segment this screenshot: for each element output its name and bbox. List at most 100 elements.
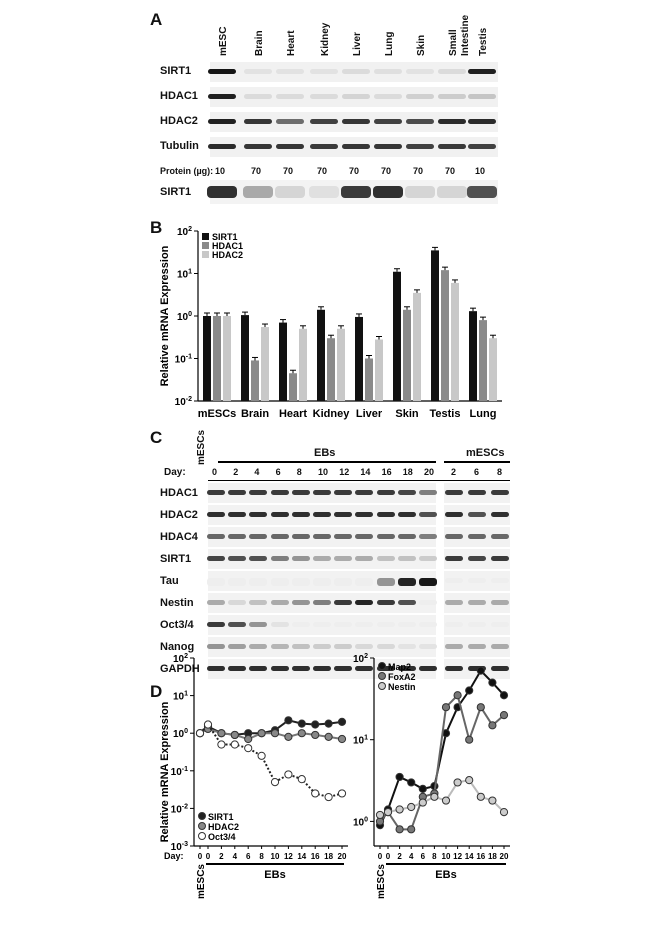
bar-sirt1 (203, 316, 211, 401)
band (468, 622, 486, 627)
day-underline (208, 480, 510, 481)
data-point (257, 751, 266, 760)
day-label: Day: (164, 467, 186, 478)
band (445, 644, 463, 649)
band (376, 644, 395, 649)
lane-label-mesc: mESC (218, 26, 229, 56)
panel-c: mESCs EBs mESCs Day: 0 2 4 6 8 10 12 14 16 18 20 2 6 8 HDA… (0, 425, 672, 679)
y-tick-label: 101 (173, 691, 188, 703)
bar-sirt1 (279, 322, 287, 401)
mescs-line (444, 461, 510, 463)
y-tick-label: 10-3 (171, 841, 188, 853)
category-label: mESCs (198, 408, 237, 420)
blot-strip-left (207, 571, 437, 591)
bar-hdac1 (403, 309, 411, 401)
band (270, 578, 289, 586)
x-tick-label: 2 (219, 852, 224, 861)
band (249, 622, 268, 627)
day-value: 8 (296, 467, 302, 477)
day-value: 6 (275, 467, 281, 477)
lane-label-testis: Testis (478, 27, 489, 56)
band (275, 186, 305, 198)
blot-row-label-tau: Tau (160, 575, 179, 587)
bar-sirt1 (241, 315, 249, 401)
band (291, 644, 310, 649)
band (207, 600, 225, 605)
x-tick-label: 20 (338, 852, 347, 861)
band (310, 144, 338, 149)
legend-marker (198, 832, 206, 840)
data-point (244, 744, 253, 753)
band (438, 119, 466, 124)
lane-label-kidney: Kidney (320, 22, 331, 56)
blot-row-label-sirt1-long: SIRT1 (160, 186, 192, 198)
band (334, 490, 353, 495)
band (228, 490, 247, 495)
data-point (407, 778, 416, 787)
band (491, 490, 509, 495)
day-label: Day: (164, 851, 184, 861)
data-point (284, 716, 293, 725)
bar-hdac1 (251, 360, 259, 401)
ebs-label: EBs (264, 869, 285, 881)
band (313, 490, 331, 495)
data-point (217, 740, 226, 749)
blot-row-label-hdac1: HDAC1 (160, 90, 198, 102)
blot-strip-hdac2 (208, 112, 498, 132)
x-tick-label: 14 (297, 852, 306, 861)
band (445, 556, 463, 561)
band (355, 556, 374, 561)
band (376, 666, 395, 671)
data-point (499, 807, 509, 817)
legend-label-hdac2: HDAC2 (208, 822, 239, 832)
band (445, 622, 463, 627)
legend-marker (378, 682, 386, 690)
band (207, 490, 225, 495)
x-tick-label: 6 (246, 852, 251, 861)
band (313, 578, 331, 586)
band (270, 666, 289, 671)
lane-label-brain: Brain (254, 30, 265, 56)
band (376, 622, 395, 627)
band (397, 512, 416, 517)
band (228, 512, 247, 517)
mescs-rotated-label: mESCs (196, 864, 207, 899)
y-tick-label: 100 (173, 728, 188, 740)
panel-a-letter: A (150, 10, 163, 29)
data-point (203, 720, 213, 729)
bar-sirt1 (317, 309, 325, 401)
mescs-right-label: mESCs (466, 447, 505, 459)
data-point (270, 778, 280, 787)
band (313, 600, 331, 605)
x-tick-label: 12 (453, 852, 462, 861)
blot-row-label-hdac1: HDAC1 (160, 487, 198, 499)
data-point (230, 740, 239, 749)
band (376, 578, 395, 586)
day-value: 2 (451, 467, 457, 477)
ebs-label: EBs (435, 869, 456, 881)
x-tick-label: 16 (476, 852, 485, 861)
x-tick-label: 18 (324, 852, 333, 861)
band (406, 69, 434, 74)
blot-strip-right (444, 615, 510, 635)
band (291, 666, 310, 671)
band (228, 666, 247, 671)
day-value: 16 (381, 467, 392, 477)
bar-sirt1 (355, 316, 363, 401)
band (310, 119, 338, 124)
band (291, 578, 310, 586)
band (355, 666, 374, 671)
band (313, 534, 331, 539)
band (468, 119, 496, 124)
band (291, 556, 310, 561)
band (276, 94, 304, 99)
band (207, 578, 225, 586)
bar-hdac1 (213, 316, 221, 401)
y-tick-label: 100 (177, 311, 192, 323)
data-point (407, 825, 416, 834)
data-point (395, 805, 404, 814)
bar-hdac2 (489, 338, 497, 401)
blot-strip-left (207, 527, 437, 547)
band (228, 644, 247, 649)
bar-sirt1 (469, 311, 477, 401)
